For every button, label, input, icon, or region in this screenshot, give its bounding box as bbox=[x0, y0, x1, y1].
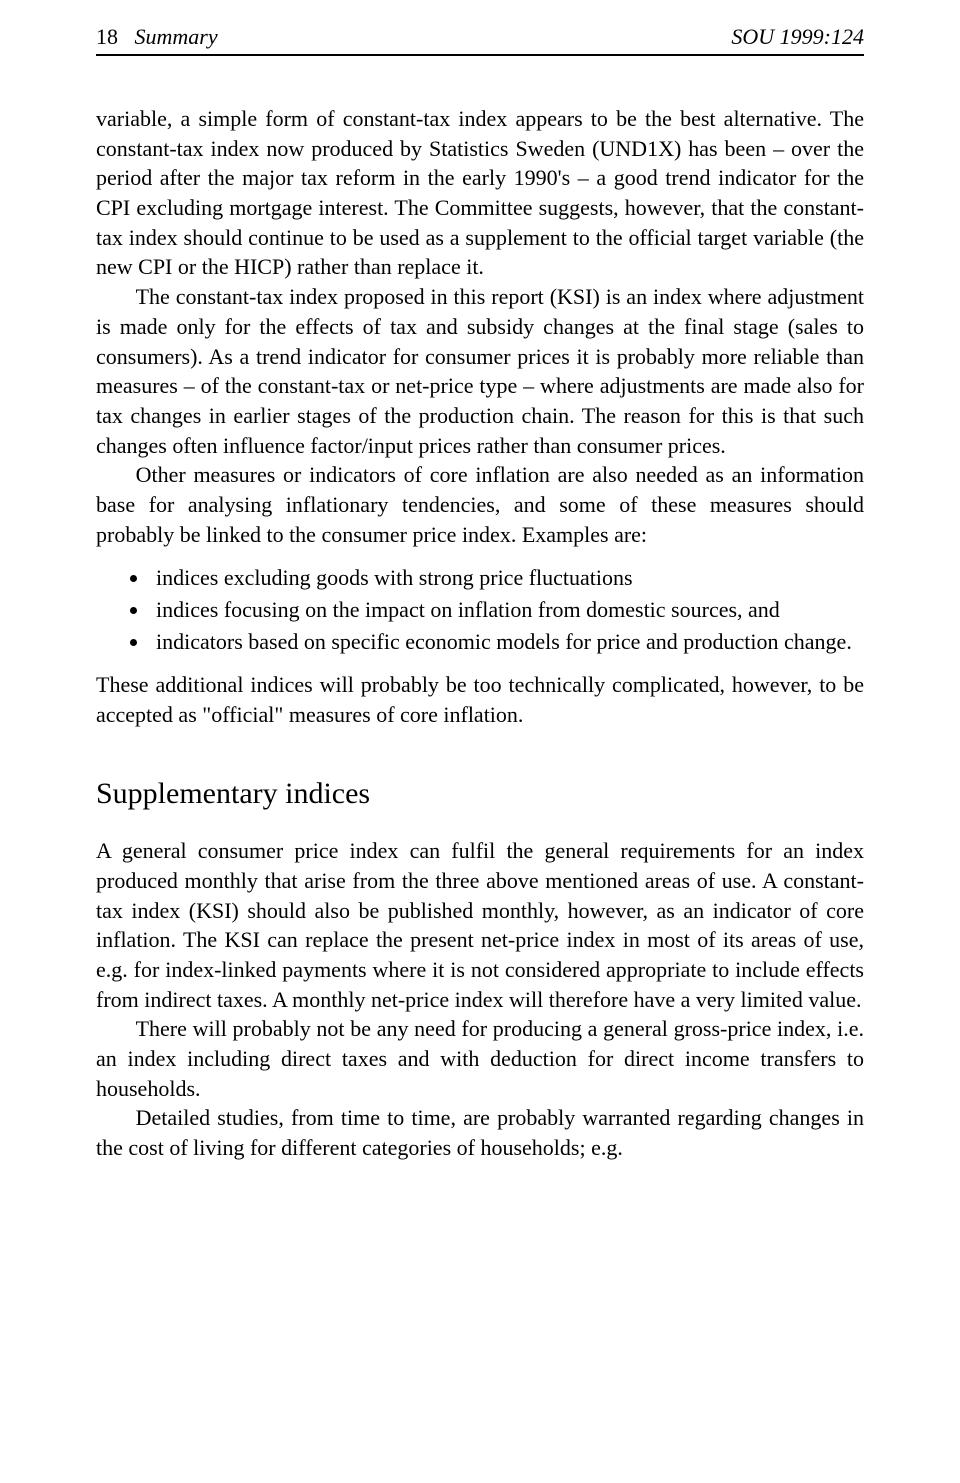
running-head: 18 Summary SOU 1999:124 bbox=[96, 24, 864, 56]
page-number: 18 bbox=[96, 24, 118, 49]
doc-reference: SOU 1999:124 bbox=[731, 24, 864, 50]
section-name: Summary bbox=[135, 24, 218, 49]
body-text: variable, a simple form of constant-tax … bbox=[96, 104, 864, 1163]
list-item: indices excluding goods with strong pric… bbox=[150, 563, 864, 593]
paragraph: Detailed studies, from time to time, are… bbox=[96, 1103, 864, 1162]
running-head-left: 18 Summary bbox=[96, 24, 218, 50]
paragraph: variable, a simple form of constant-tax … bbox=[96, 104, 864, 282]
page: 18 Summary SOU 1999:124 variable, a simp… bbox=[0, 0, 960, 1483]
paragraph: The constant-tax index proposed in this … bbox=[96, 282, 864, 460]
bullet-list: indices excluding goods with strong pric… bbox=[96, 563, 864, 656]
list-item: indices focusing on the impact on inflat… bbox=[150, 595, 864, 625]
list-item: indicators based on specific economic mo… bbox=[150, 627, 864, 657]
paragraph: A general consumer price index can fulfi… bbox=[96, 836, 864, 1014]
section-heading: Supplementary indices bbox=[96, 774, 864, 815]
paragraph: Other measures or indicators of core inf… bbox=[96, 460, 864, 549]
paragraph: These additional indices will probably b… bbox=[96, 670, 864, 729]
paragraph: There will probably not be any need for … bbox=[96, 1014, 864, 1103]
